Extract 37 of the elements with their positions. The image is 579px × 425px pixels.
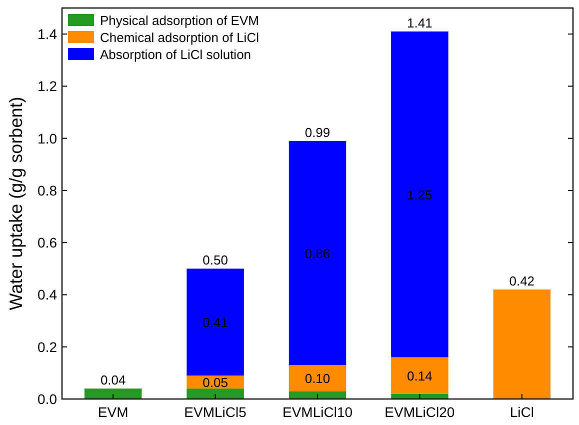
legend-label: Chemical adsorption of LiCl: [100, 30, 260, 45]
bar: [493, 290, 551, 399]
y-tick-label: 0.2: [38, 338, 58, 355]
x-tick-label: EVMLiCl5: [184, 404, 247, 420]
total-label: 1.41: [407, 15, 432, 30]
total-label: 0.99: [304, 124, 330, 140]
bar: [288, 365, 346, 392]
data-label: 0.14: [407, 368, 432, 384]
legend-label: Absorption of LiCl solution: [100, 47, 252, 62]
bar: [288, 140, 346, 366]
x-tick-label: EVMLiCl20: [384, 404, 455, 420]
x-tick-label: LiCl: [510, 404, 534, 420]
data-label: 0.05: [202, 375, 228, 390]
x-tick-label: EVM: [98, 404, 128, 420]
bar: [391, 31, 448, 358]
total-label: 0.50: [202, 252, 228, 268]
bar: [391, 357, 448, 394]
bar: [186, 268, 244, 376]
y-tick-label: 0.8: [38, 182, 58, 198]
data-label: 0.10: [304, 371, 330, 386]
data-label: 0.04: [100, 372, 126, 388]
data-label: 1.25: [407, 187, 432, 202]
data-label: 0.86: [304, 246, 330, 262]
y-tick-label: 0.6: [38, 234, 58, 251]
y-tick-label: 1.4: [38, 26, 58, 42]
y-tick-label: 1.2: [38, 78, 58, 94]
bar: [186, 388, 244, 399]
legend-label: Physical adsorption of EVM: [100, 13, 259, 28]
bar: [84, 388, 142, 399]
y-tick-label: 0.4: [38, 286, 58, 303]
data-label: 0.41: [202, 315, 228, 330]
y-tick-label: 1.0: [38, 130, 58, 146]
data-label: 0.42: [509, 274, 535, 289]
bar: [288, 391, 346, 399]
y-axis-title: Water uptake (g/g sorbent): [6, 96, 26, 310]
y-tick-label: 0.0: [38, 391, 58, 407]
x-tick-label: EVMLiCl10: [282, 404, 353, 420]
